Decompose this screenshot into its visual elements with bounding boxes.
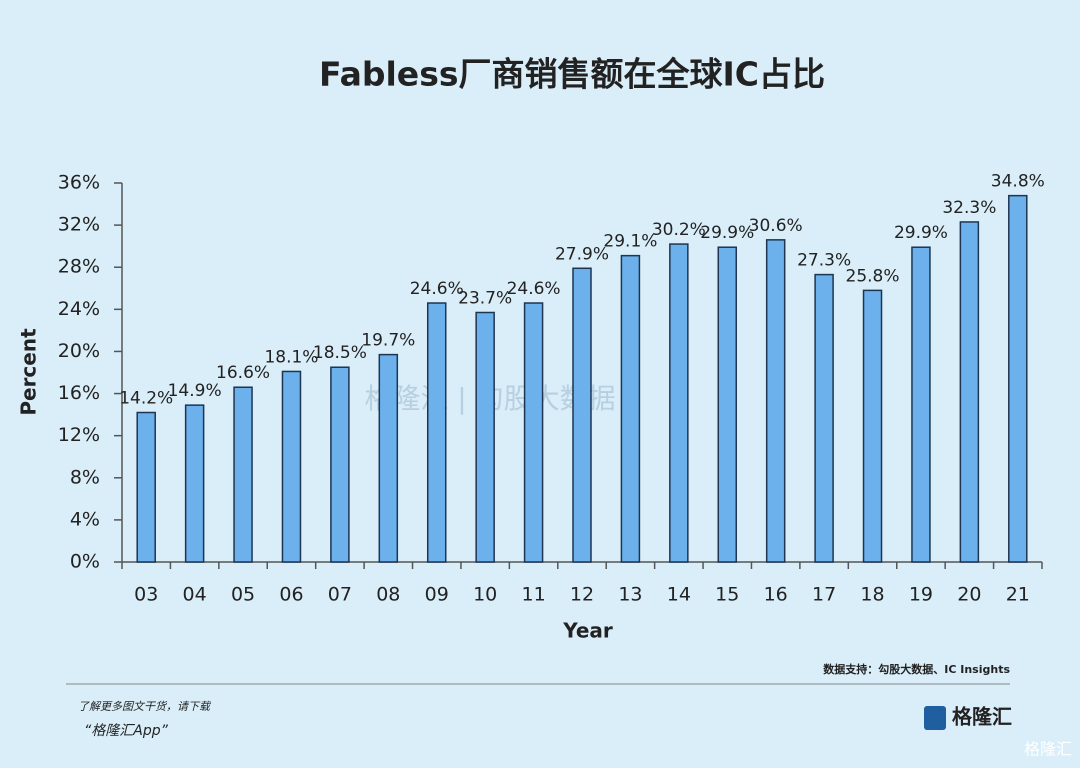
y-tick-label: 36% <box>58 172 100 194</box>
x-tick-label: 11 <box>521 584 545 606</box>
bar <box>814 273 834 563</box>
bar <box>184 404 205 563</box>
bar <box>572 267 592 563</box>
x-tick-label: 12 <box>570 584 594 606</box>
bar <box>233 386 253 563</box>
bar <box>426 302 447 563</box>
x-tick-label: 07 <box>328 584 352 606</box>
value-label: 23.7% <box>458 288 512 308</box>
value-label: 27.9% <box>555 244 609 264</box>
y-tick-label: 32% <box>58 214 100 236</box>
y-axis-label: Percent <box>17 328 41 416</box>
value-label: 19.7% <box>361 331 415 351</box>
x-tick-label: 21 <box>1006 584 1030 606</box>
x-tick-label: 04 <box>183 584 207 606</box>
y-tick-label: 12% <box>58 424 100 446</box>
value-label: 24.6% <box>410 279 464 299</box>
value-label: 30.6% <box>749 216 803 236</box>
value-label: 29.9% <box>700 223 754 243</box>
x-tick-label: 03 <box>134 584 158 606</box>
x-tick-label: 15 <box>715 584 739 606</box>
value-label: 24.6% <box>507 279 561 299</box>
x-tick-label: 08 <box>376 584 400 606</box>
value-label: 27.3% <box>797 251 851 271</box>
y-tick-label: 0% <box>70 551 100 573</box>
chart-title: Fabless厂商销售额在全球IC占比 <box>319 55 825 94</box>
value-label: 25.8% <box>846 266 900 286</box>
x-tick-label: 13 <box>618 584 642 606</box>
bar <box>862 289 883 563</box>
x-tick-label: 09 <box>425 584 449 606</box>
bar <box>959 221 980 563</box>
bar <box>765 239 786 563</box>
bar <box>620 254 641 563</box>
y-tick-label: 16% <box>58 382 100 404</box>
bar <box>330 366 350 563</box>
x-axis-label: Year <box>562 619 613 643</box>
corner-mark: 格隆汇 <box>1024 740 1072 759</box>
value-label: 29.1% <box>603 232 657 252</box>
value-label: 14.2% <box>119 389 173 409</box>
bar <box>378 353 399 563</box>
value-label: 34.8% <box>991 172 1045 192</box>
x-tick-label: 18 <box>860 584 884 606</box>
footer-app: “格隆汇App” <box>84 723 169 739</box>
bar <box>475 311 495 563</box>
x-tick-label: 20 <box>957 584 981 606</box>
bar <box>911 246 931 563</box>
x-tick-label: 10 <box>473 584 497 606</box>
logo: 格隆汇 <box>952 705 1012 729</box>
bar <box>136 411 156 563</box>
x-tick-label: 14 <box>667 584 691 606</box>
bar <box>281 370 302 563</box>
y-tick-label: 8% <box>70 466 100 488</box>
x-tick-label: 17 <box>812 584 836 606</box>
value-label: 18.5% <box>313 343 367 363</box>
source: 数据支持：勾股大数据、IC Insights <box>823 662 1010 676</box>
x-tick-label: 19 <box>909 584 933 606</box>
value-label: 32.3% <box>942 198 996 218</box>
footer-note: 了解更多图文干货，请下载 <box>78 700 212 713</box>
bar <box>523 302 544 563</box>
logo-icon <box>924 706 946 730</box>
bar <box>717 246 738 563</box>
x-tick-label: 06 <box>279 584 303 606</box>
value-label: 29.9% <box>894 223 948 243</box>
x-tick-label: 16 <box>764 584 788 606</box>
value-label: 18.1% <box>264 347 318 367</box>
y-tick-label: 24% <box>58 298 100 320</box>
bar <box>1008 194 1028 563</box>
value-label: 16.6% <box>216 363 270 383</box>
x-tick-label: 05 <box>231 584 255 606</box>
bar <box>669 243 689 563</box>
y-tick-label: 20% <box>58 340 100 362</box>
y-tick-label: 4% <box>70 508 100 530</box>
y-tick-label: 28% <box>58 256 100 278</box>
value-label: 14.9% <box>168 381 222 401</box>
value-label: 30.2% <box>652 220 706 240</box>
